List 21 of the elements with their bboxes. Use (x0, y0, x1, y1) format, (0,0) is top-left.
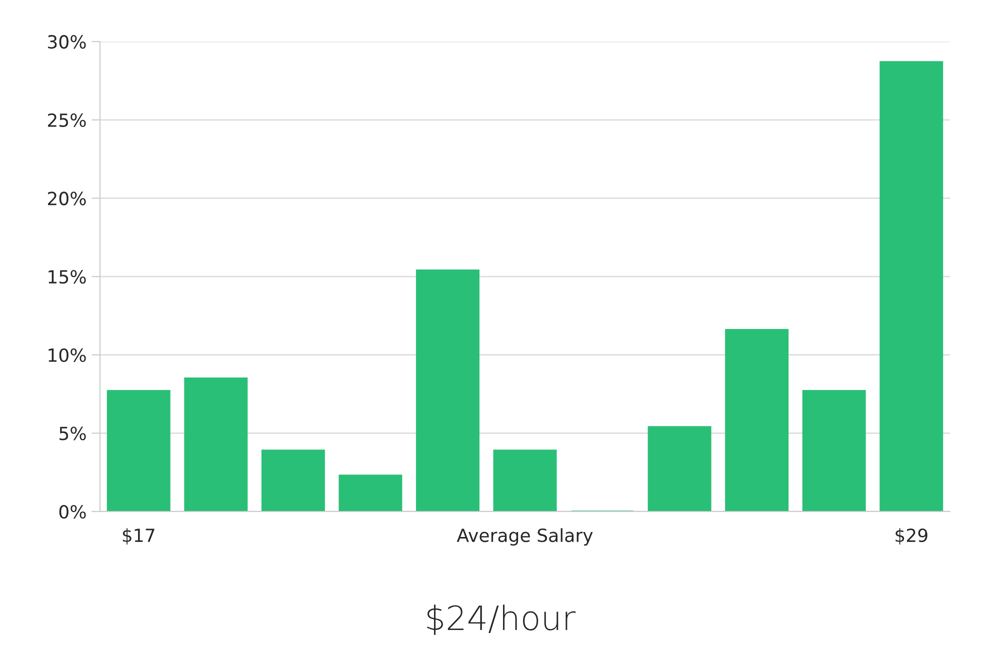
x-tick-label: $17 (122, 528, 154, 545)
x-tick-label: $29 (896, 528, 928, 545)
bar (261, 450, 325, 512)
y-tick-label: 15% (48, 270, 86, 284)
y-tick-label: 5% (60, 426, 86, 440)
bar (648, 426, 712, 512)
x-tick-label: Average Salary (456, 528, 593, 546)
y-tick-label: 25% (48, 113, 86, 128)
y-tick-label: 30% (48, 35, 86, 49)
text: $24/hour (427, 604, 576, 635)
bar (880, 61, 944, 512)
y-tick-label: 0% (59, 504, 86, 519)
bar (338, 474, 402, 512)
y-tick-label: 10% (48, 348, 86, 362)
y-tick-label: 20% (48, 192, 86, 206)
bar (416, 269, 480, 512)
bar (725, 328, 789, 512)
bar (493, 450, 557, 512)
bar (802, 390, 866, 512)
bar (184, 378, 248, 512)
bar (106, 390, 170, 512)
